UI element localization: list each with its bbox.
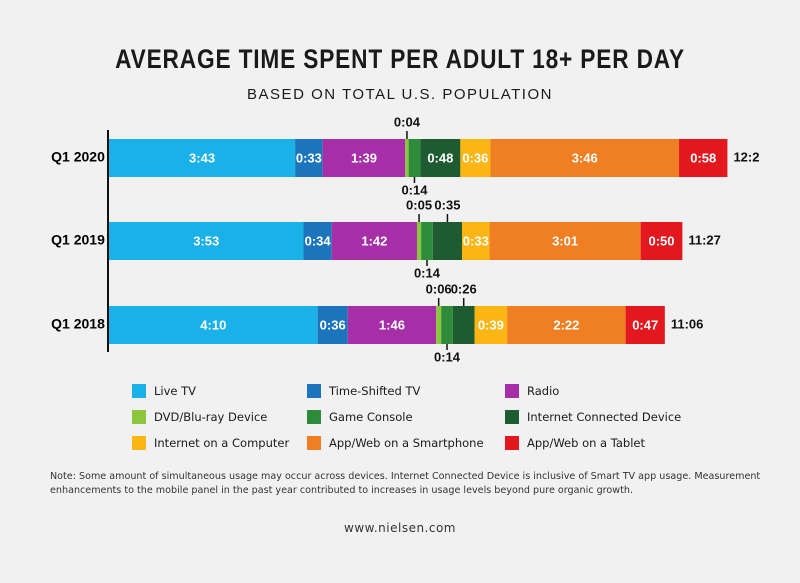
- chart-title: AVERAGE TIME SPENT PER ADULT 18+ PER DAY: [115, 44, 685, 74]
- bar-segment: [625, 306, 665, 344]
- data-label: 0:14: [401, 182, 428, 197]
- data-label: 0:39: [478, 317, 504, 332]
- legend-swatch: [505, 436, 519, 450]
- category-label: Q1 2018: [51, 316, 105, 332]
- bar-segment: [432, 222, 463, 260]
- legend-item: Internet on a Computer: [132, 436, 289, 450]
- data-label: 0:06: [426, 281, 452, 296]
- bar-segment: [490, 139, 680, 177]
- data-label: 0:14: [434, 349, 461, 364]
- total-label: 11:27: [688, 232, 721, 247]
- category-label: Q1 2019: [51, 232, 105, 248]
- legend-label: Time-Shifted TV: [329, 384, 421, 398]
- bar-segment: [347, 306, 437, 344]
- data-label: 0:04: [394, 114, 421, 129]
- legend-swatch: [505, 384, 519, 398]
- legend-swatch: [307, 436, 321, 450]
- total-label: 11:06: [671, 316, 704, 331]
- stacked-bar-chart: Q1 2020 3:43 0:33 1:39 0:04 0:14 0:48 0:36 3:46 0…: [51, 114, 759, 364]
- legend-label: App/Web on a Smartphone: [329, 436, 484, 450]
- data-label: 0:47: [632, 317, 658, 332]
- legend-swatch: [132, 436, 146, 450]
- legend-label: Radio: [527, 384, 560, 398]
- data-label: 0:36: [462, 150, 488, 165]
- legend-label: Game Console: [329, 410, 413, 424]
- data-label: 0:26: [451, 281, 477, 296]
- bar-segment: [420, 139, 461, 177]
- bar-segment: [416, 222, 422, 260]
- legend-swatch: [307, 384, 321, 398]
- bar-segment: [441, 306, 453, 344]
- bar-segment: [462, 222, 490, 260]
- chart-subtitle: BASED ON TOTAL U.S. POPULATION: [247, 86, 553, 103]
- data-label: 1:42: [361, 233, 387, 248]
- data-label: 0:05: [406, 197, 432, 212]
- legend-label: Internet on a Computer: [154, 436, 290, 450]
- bar-segment: [109, 139, 296, 177]
- bar-segment: [679, 139, 728, 177]
- data-label: 0:34: [305, 233, 332, 248]
- legend-swatch: [307, 410, 321, 424]
- legend-item: Game Console: [307, 410, 413, 424]
- bar-segment: [109, 306, 318, 344]
- data-label: 3:53: [193, 233, 219, 248]
- legend-swatch: [132, 410, 146, 424]
- data-label: 4:10: [200, 317, 226, 332]
- data-label: 1:39: [351, 150, 377, 165]
- legend-item: Radio: [505, 384, 559, 398]
- bar-segment: [474, 306, 508, 344]
- bar-segment: [405, 139, 409, 177]
- legend-label: DVD/Blu-ray Device: [154, 410, 268, 424]
- legend-item: Time-Shifted TV: [307, 384, 420, 398]
- legend-item: App/Web on a Tablet: [505, 436, 645, 450]
- bar-segment: [460, 139, 491, 177]
- bar-segment: [317, 306, 348, 344]
- legend-item: Internet Connected Device: [505, 410, 681, 424]
- legend-swatch: [132, 384, 146, 398]
- bar-segment: [507, 306, 626, 344]
- bar-segment: [452, 306, 475, 344]
- legend-label: Internet Connected Device: [527, 410, 682, 424]
- data-label: 1:46: [379, 317, 405, 332]
- bar-segment: [408, 139, 421, 177]
- bar-segment: [322, 139, 406, 177]
- legend-item: App/Web on a Smartphone: [307, 436, 484, 450]
- data-label: 0:14: [414, 265, 441, 280]
- category-label: Q1 2020: [51, 149, 105, 165]
- legend-label: App/Web on a Tablet: [527, 436, 645, 450]
- source-url: www.nielsen.com: [344, 521, 456, 535]
- bar-segment: [331, 222, 417, 260]
- data-label: 3:46: [572, 150, 598, 165]
- bar-segment: [640, 222, 683, 260]
- legend-item: DVD/Blu-ray Device: [132, 410, 267, 424]
- legend-swatch: [505, 410, 519, 424]
- legend-item: Live TV: [132, 384, 196, 398]
- bar-segment: [421, 222, 433, 260]
- data-label: 2:22: [553, 317, 579, 332]
- bar-segment: [109, 222, 304, 260]
- bar-segment: [303, 222, 332, 260]
- bar-segment: [436, 306, 442, 344]
- data-label: 3:43: [189, 150, 215, 165]
- data-label: 0:50: [648, 233, 674, 248]
- bar-segment: [489, 222, 641, 260]
- data-label: 0:33: [463, 233, 489, 248]
- data-label: 0:58: [690, 150, 716, 165]
- footnote: Note: Some amount of simultaneous usage …: [50, 471, 761, 496]
- data-label: 3:01: [552, 233, 578, 248]
- data-label: 0:48: [427, 150, 453, 165]
- bar-segment: [295, 139, 323, 177]
- total-label: 12:2: [733, 149, 759, 164]
- legend-label: Live TV: [154, 384, 197, 398]
- data-label: 0:35: [434, 197, 460, 212]
- data-label: 0:33: [296, 150, 322, 165]
- data-label: 0:36: [320, 317, 346, 332]
